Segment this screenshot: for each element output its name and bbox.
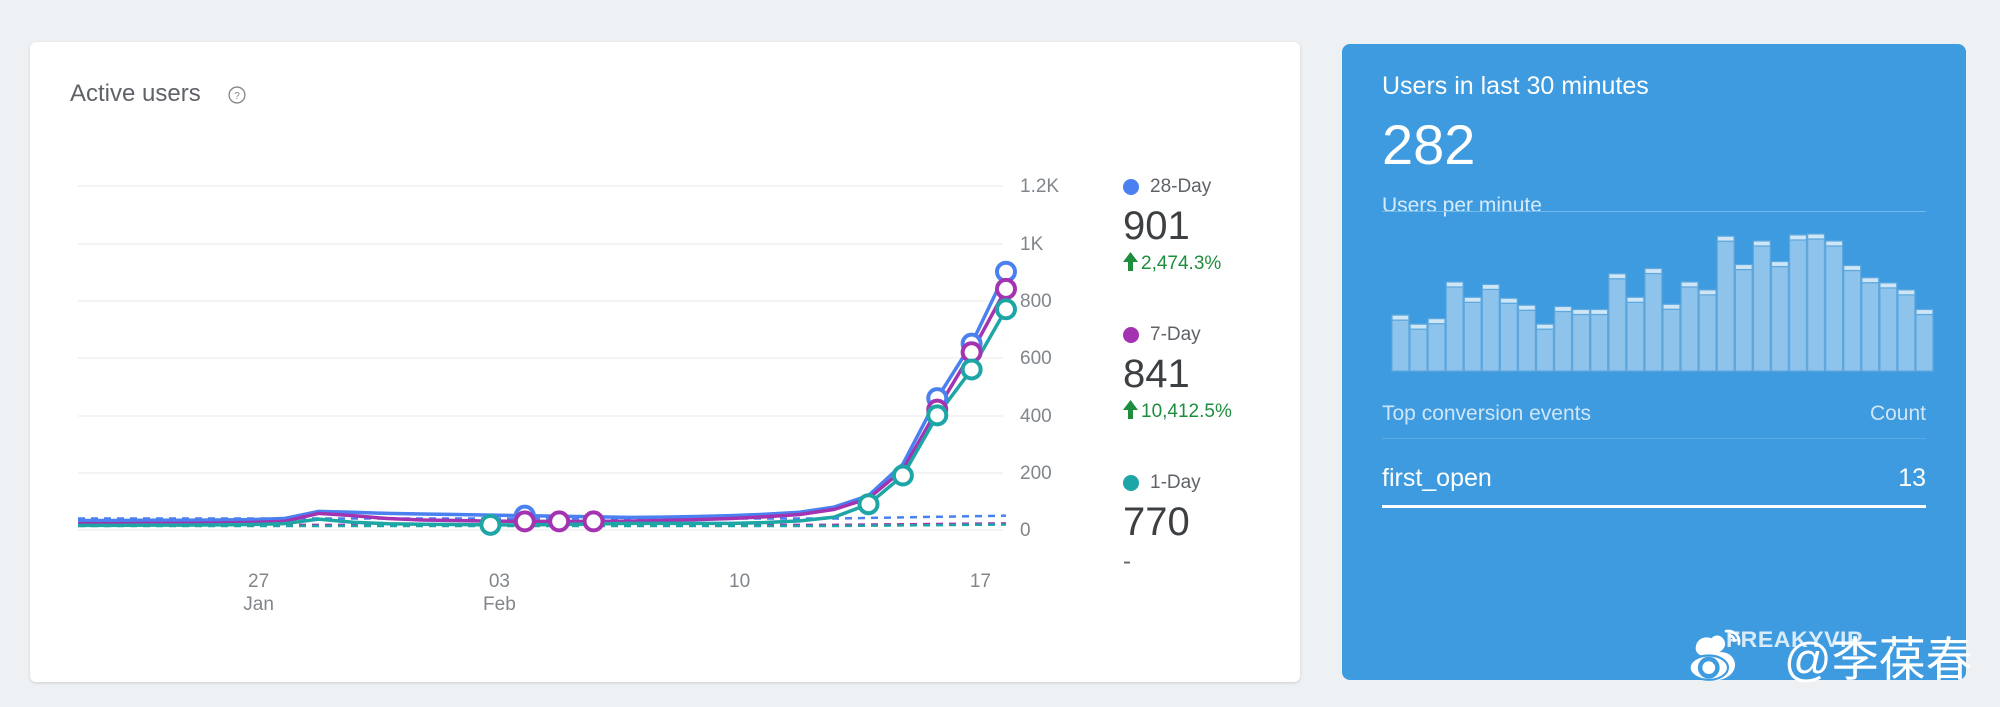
svg-text:03: 03 — [489, 571, 510, 592]
svg-text:27: 27 — [248, 571, 269, 592]
svg-text:Feb: Feb — [483, 594, 516, 615]
svg-text:600: 600 — [1020, 348, 1052, 369]
svg-text:200: 200 — [1020, 463, 1052, 484]
svg-text:10: 10 — [729, 571, 750, 592]
svg-text:1K: 1K — [1020, 234, 1044, 255]
svg-text:0: 0 — [1020, 520, 1031, 541]
svg-text:400: 400 — [1020, 406, 1052, 427]
svg-text:1.2K: 1.2K — [1020, 176, 1059, 197]
svg-text:17: 17 — [970, 571, 991, 592]
svg-text:800: 800 — [1020, 291, 1052, 312]
svg-text:Jan: Jan — [243, 594, 274, 615]
